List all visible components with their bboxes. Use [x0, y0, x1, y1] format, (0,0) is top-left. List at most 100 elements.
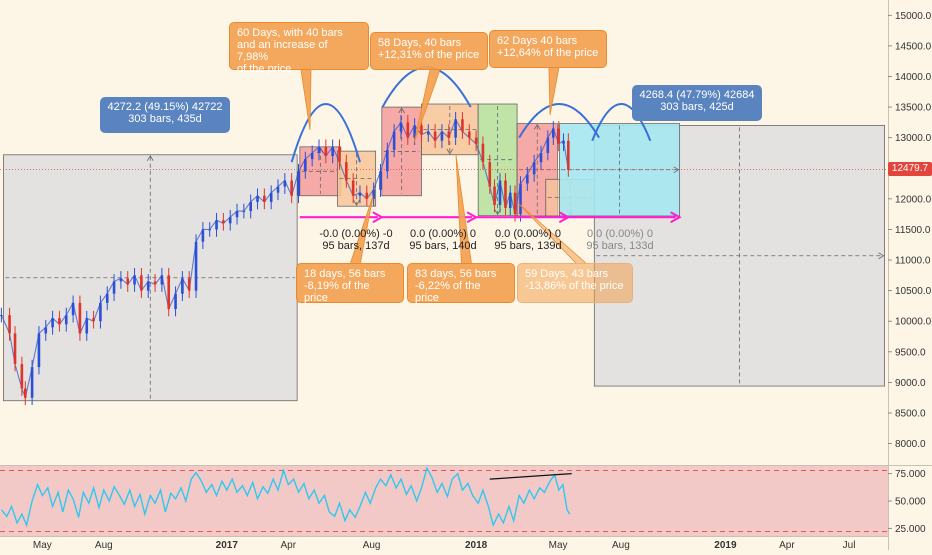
price-candle-body [539, 152, 543, 163]
price-tick-label: 10500.0 [895, 286, 932, 297]
price-candle-body [546, 137, 550, 153]
price-candle-body [324, 146, 328, 157]
price-candle-body [20, 364, 24, 389]
price-tick-label: 9500.0 [895, 347, 926, 358]
price-candle-body [406, 122, 410, 138]
price-candle-body [140, 275, 143, 291]
price-candle-body [513, 192, 517, 215]
measure-label-1: -0.0 (0.00%) -0 95 bars, 137d [319, 228, 393, 252]
price-candle-body [338, 146, 341, 163]
price-candle-body [433, 131, 437, 141]
price-candle-body [146, 281, 150, 291]
price-candle-body [399, 122, 403, 132]
price-tick-label: 9000.0 [895, 378, 926, 389]
callout-6: 18 days, 56 bars -8,19% of the price [296, 263, 404, 304]
price-candle-body [498, 180, 502, 205]
price-candle-body [201, 229, 205, 242]
price-candle-body [44, 327, 48, 334]
price-tick-label: 11000.0 [895, 256, 931, 267]
price-candle-body [58, 318, 61, 325]
price-tick-label: 15000.0 [895, 11, 932, 22]
price-candle-body [276, 186, 280, 193]
price-candle-body [557, 128, 561, 144]
pattern-box-2-arrowhead [353, 199, 360, 206]
price-candle-body [23, 388, 27, 398]
callout-5: 4268.4 (47.79%) 42684 303 bars, 425d [632, 85, 762, 121]
price-candle-body [37, 333, 41, 368]
price-candle-body [187, 278, 191, 291]
price-candle-body [105, 293, 109, 303]
price-candle-body [447, 131, 451, 138]
price-candle-body [508, 192, 512, 209]
price-candle-body [365, 192, 369, 199]
price-candle-body [562, 140, 565, 144]
time-tick-label: May [549, 540, 568, 550]
price-candle-body [467, 131, 471, 138]
rsi-series-line [0, 466, 571, 528]
price-tick-label: 13500.0 [895, 103, 932, 114]
callout-leader-1 [300, 69, 312, 131]
measure-label-2: 0.0 (0.00%) 0 95 bars, 140d [409, 228, 477, 252]
price-candle-body [379, 171, 382, 190]
callout-leader-3 [548, 67, 560, 116]
price-candle-body [92, 318, 95, 322]
price-candle-body [222, 220, 225, 224]
price-candle-body [440, 131, 444, 141]
price-tick-label: 11500.0 [895, 225, 931, 236]
pattern-box-6-arrowhead [533, 123, 541, 130]
time-tick-label: Aug [95, 540, 113, 550]
price-candle-body [208, 229, 212, 231]
price-candle-body [283, 180, 287, 187]
price-candle-body [345, 162, 348, 181]
price-candle-body [454, 119, 457, 138]
price-candle-body [8, 315, 11, 334]
price-candle-body [567, 140, 570, 170]
price-candle-body [304, 159, 307, 172]
price-candle-body [317, 146, 321, 153]
price-candle-body [420, 125, 423, 135]
range-box-2-arrowhead [878, 252, 885, 260]
callout-4: 4272.2 (49.15%) 42722 303 bars, 435d [100, 97, 230, 133]
price-tick-label: 14500.0 [895, 41, 932, 52]
price-candle-body [297, 171, 300, 196]
price-candle-body [488, 162, 492, 187]
price-candle-body [386, 149, 389, 172]
price-candle-body [331, 146, 334, 157]
time-tick-label: 2019 [714, 540, 737, 550]
time-tick-label: May [33, 540, 52, 550]
price-candle-body [174, 293, 177, 309]
price-candle-body [64, 315, 68, 325]
price-candle-body [242, 211, 246, 213]
price-candle-body [504, 180, 507, 209]
callout-1: 60 Days, with 40 bars and an increase of… [229, 22, 369, 75]
pattern-box-3-arrowhead [398, 107, 405, 114]
price-candle-body [30, 367, 34, 398]
price-candle-body [269, 192, 273, 202]
price-candle-body [167, 275, 171, 309]
pattern-box-4-arrowhead [446, 148, 454, 155]
price-candle-body [0, 315, 3, 317]
price-candle-body [372, 189, 375, 199]
price-candle-body [263, 195, 266, 202]
price-candle-body [249, 201, 252, 212]
price-tick-label: 13000.0 [895, 133, 932, 144]
price-candle-body [426, 131, 430, 135]
price-candle-body [13, 333, 17, 365]
price-candle-body [112, 281, 116, 294]
price-tick-label: 12000.0 [895, 194, 932, 205]
callout-leader-6 [350, 195, 374, 264]
time-tick-label: Apr [280, 540, 296, 550]
price-candle-body [181, 278, 184, 294]
price-candle-body [194, 241, 198, 291]
price-candle-body [235, 211, 239, 218]
price-candle-body [99, 302, 102, 322]
top-arc-1 [290, 103, 361, 163]
price-candle-body [310, 152, 314, 160]
price-candle-body [392, 131, 396, 150]
price-candle-body [71, 302, 75, 316]
callout-3: 62 Days 40 bars +12,64% of the price [489, 30, 607, 68]
price-candle-body [126, 278, 130, 285]
callout-leader-2 [413, 69, 441, 144]
measure-label-4: 0.0 (0.00%) 0 95 bars, 133d [586, 228, 654, 252]
